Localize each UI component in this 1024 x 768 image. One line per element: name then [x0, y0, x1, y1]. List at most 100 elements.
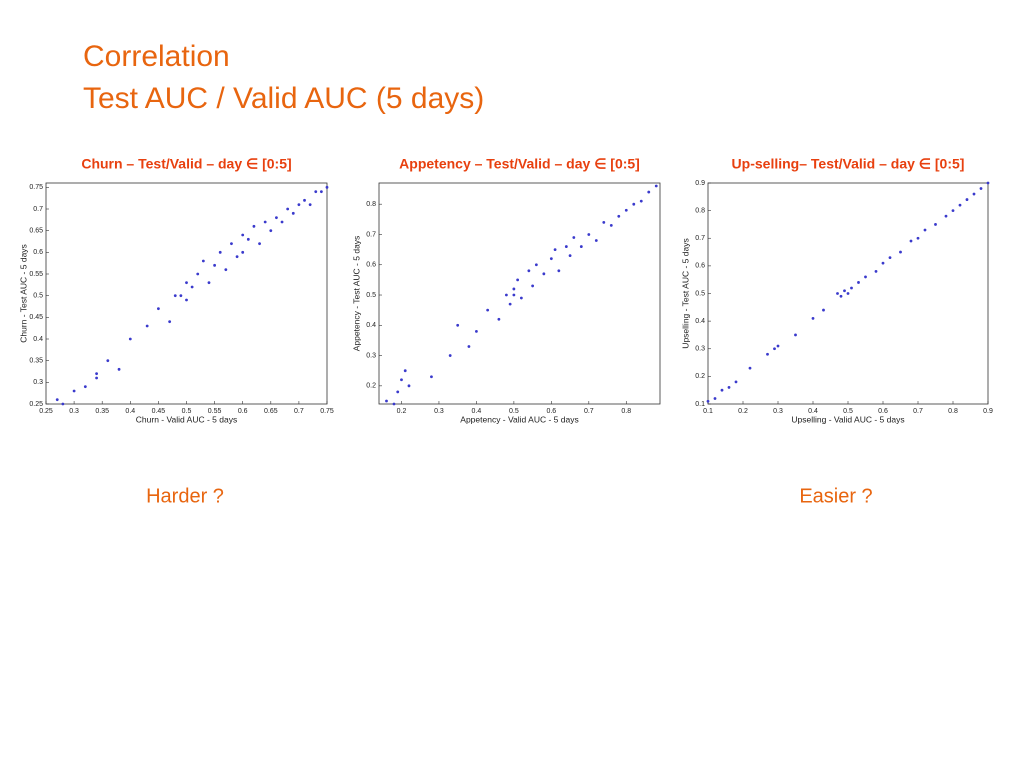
- y-tick-label: 0.4: [695, 318, 705, 325]
- point: [325, 185, 329, 189]
- point: [430, 375, 433, 379]
- point: [822, 308, 825, 312]
- point: [128, 337, 132, 341]
- point: [157, 307, 160, 311]
- x-axis-label: Appetency - Valid AUC - 5 days: [460, 414, 578, 424]
- point: [647, 190, 651, 194]
- x-tick-label: 0.35: [95, 408, 109, 415]
- point: [519, 296, 523, 300]
- y-tick-label: 0.25: [29, 401, 43, 408]
- point: [448, 354, 452, 357]
- y-tick-label: 0.75: [29, 184, 43, 191]
- point: [794, 333, 797, 337]
- point: [475, 329, 478, 333]
- point: [951, 209, 955, 213]
- y-axis-label: Churn - Test AUC - 5 days: [18, 244, 28, 343]
- point: [564, 245, 568, 248]
- point: [916, 236, 920, 240]
- point: [639, 199, 643, 203]
- y-tick-label: 0.3: [33, 379, 43, 386]
- y-tick-label: 0.6: [33, 249, 43, 256]
- point: [654, 184, 658, 188]
- point: [979, 187, 983, 190]
- point: [106, 359, 110, 363]
- point: [624, 208, 628, 212]
- y-axis-label: Appetency - Test AUC - 5 days: [351, 236, 361, 352]
- slide-subtitle: Test AUC / Valid AUC (5 days): [83, 82, 484, 115]
- point: [179, 294, 183, 298]
- point: [557, 269, 561, 273]
- point: [456, 323, 460, 327]
- x-tick-label: 0.7: [913, 408, 923, 415]
- y-tick-label: 0.45: [29, 314, 43, 321]
- y-tick-label: 0.4: [366, 322, 376, 329]
- point: [241, 233, 245, 237]
- y-tick-label: 0.3: [695, 346, 705, 353]
- y-tick-label: 0.7: [33, 206, 43, 213]
- point: [516, 278, 520, 282]
- note: Harder ?: [146, 485, 224, 507]
- x-tick-label: 0.3: [434, 408, 444, 415]
- plot-frame: [45, 182, 328, 405]
- point: [609, 223, 613, 227]
- point: [173, 294, 177, 298]
- point: [617, 214, 621, 218]
- point: [527, 269, 531, 273]
- point: [201, 259, 205, 263]
- x-axis-label: Churn - Valid AUC - 5 days: [136, 414, 237, 424]
- y-tick-label: 0.5: [366, 292, 376, 299]
- chart-title: Appetency – Test/Valid – day ∈ [0:5]: [399, 156, 640, 172]
- point: [230, 242, 233, 246]
- x-tick-label: 0.1: [703, 408, 713, 415]
- point: [280, 220, 284, 224]
- point: [776, 344, 780, 348]
- point: [308, 203, 312, 207]
- point: [145, 324, 149, 328]
- point: [190, 285, 194, 289]
- y-tick-label: 0.7: [366, 231, 376, 238]
- y-tick-label: 0.8: [695, 207, 705, 214]
- plot-frame: [378, 182, 661, 405]
- point: [297, 203, 301, 207]
- point: [213, 263, 217, 267]
- point: [553, 248, 557, 252]
- point: [185, 281, 188, 285]
- point: [117, 367, 121, 371]
- point: [958, 203, 962, 207]
- point: [632, 202, 636, 206]
- point: [888, 256, 892, 259]
- point: [497, 317, 501, 321]
- x-tick-label: 0.25: [39, 408, 53, 415]
- x-tick-label: 0.8: [621, 408, 631, 415]
- point: [773, 347, 776, 351]
- point: [303, 198, 306, 202]
- point: [512, 293, 516, 297]
- x-tick-label: 0.4: [808, 408, 818, 415]
- point: [269, 229, 273, 233]
- point: [579, 245, 583, 248]
- point: [734, 380, 738, 384]
- point: [286, 207, 290, 211]
- x-tick-label: 0.5: [843, 408, 853, 415]
- y-tick-label: 0.2: [366, 383, 376, 390]
- y-tick-label: 0.6: [366, 262, 376, 269]
- point: [504, 293, 508, 297]
- y-tick-label: 0.3: [366, 352, 376, 359]
- point: [972, 192, 976, 196]
- x-tick-label: 0.2: [397, 408, 407, 415]
- y-tick-label: 0.35: [29, 358, 43, 365]
- point: [235, 255, 239, 259]
- point: [713, 397, 717, 400]
- point: [531, 284, 535, 288]
- y-axis-label: Upselling - Test AUC - 5 days: [680, 238, 690, 348]
- point: [385, 399, 388, 403]
- point: [508, 302, 512, 306]
- point: [572, 236, 576, 239]
- point: [263, 220, 267, 224]
- y-tick-label: 0.65: [29, 228, 43, 235]
- point: [899, 250, 902, 254]
- chart-title: Churn – Test/Valid – day ∈ [0:5]: [81, 156, 291, 172]
- slide-title: Correlation: [83, 40, 230, 73]
- point: [72, 389, 76, 393]
- x-tick-label: 0.4: [125, 408, 135, 415]
